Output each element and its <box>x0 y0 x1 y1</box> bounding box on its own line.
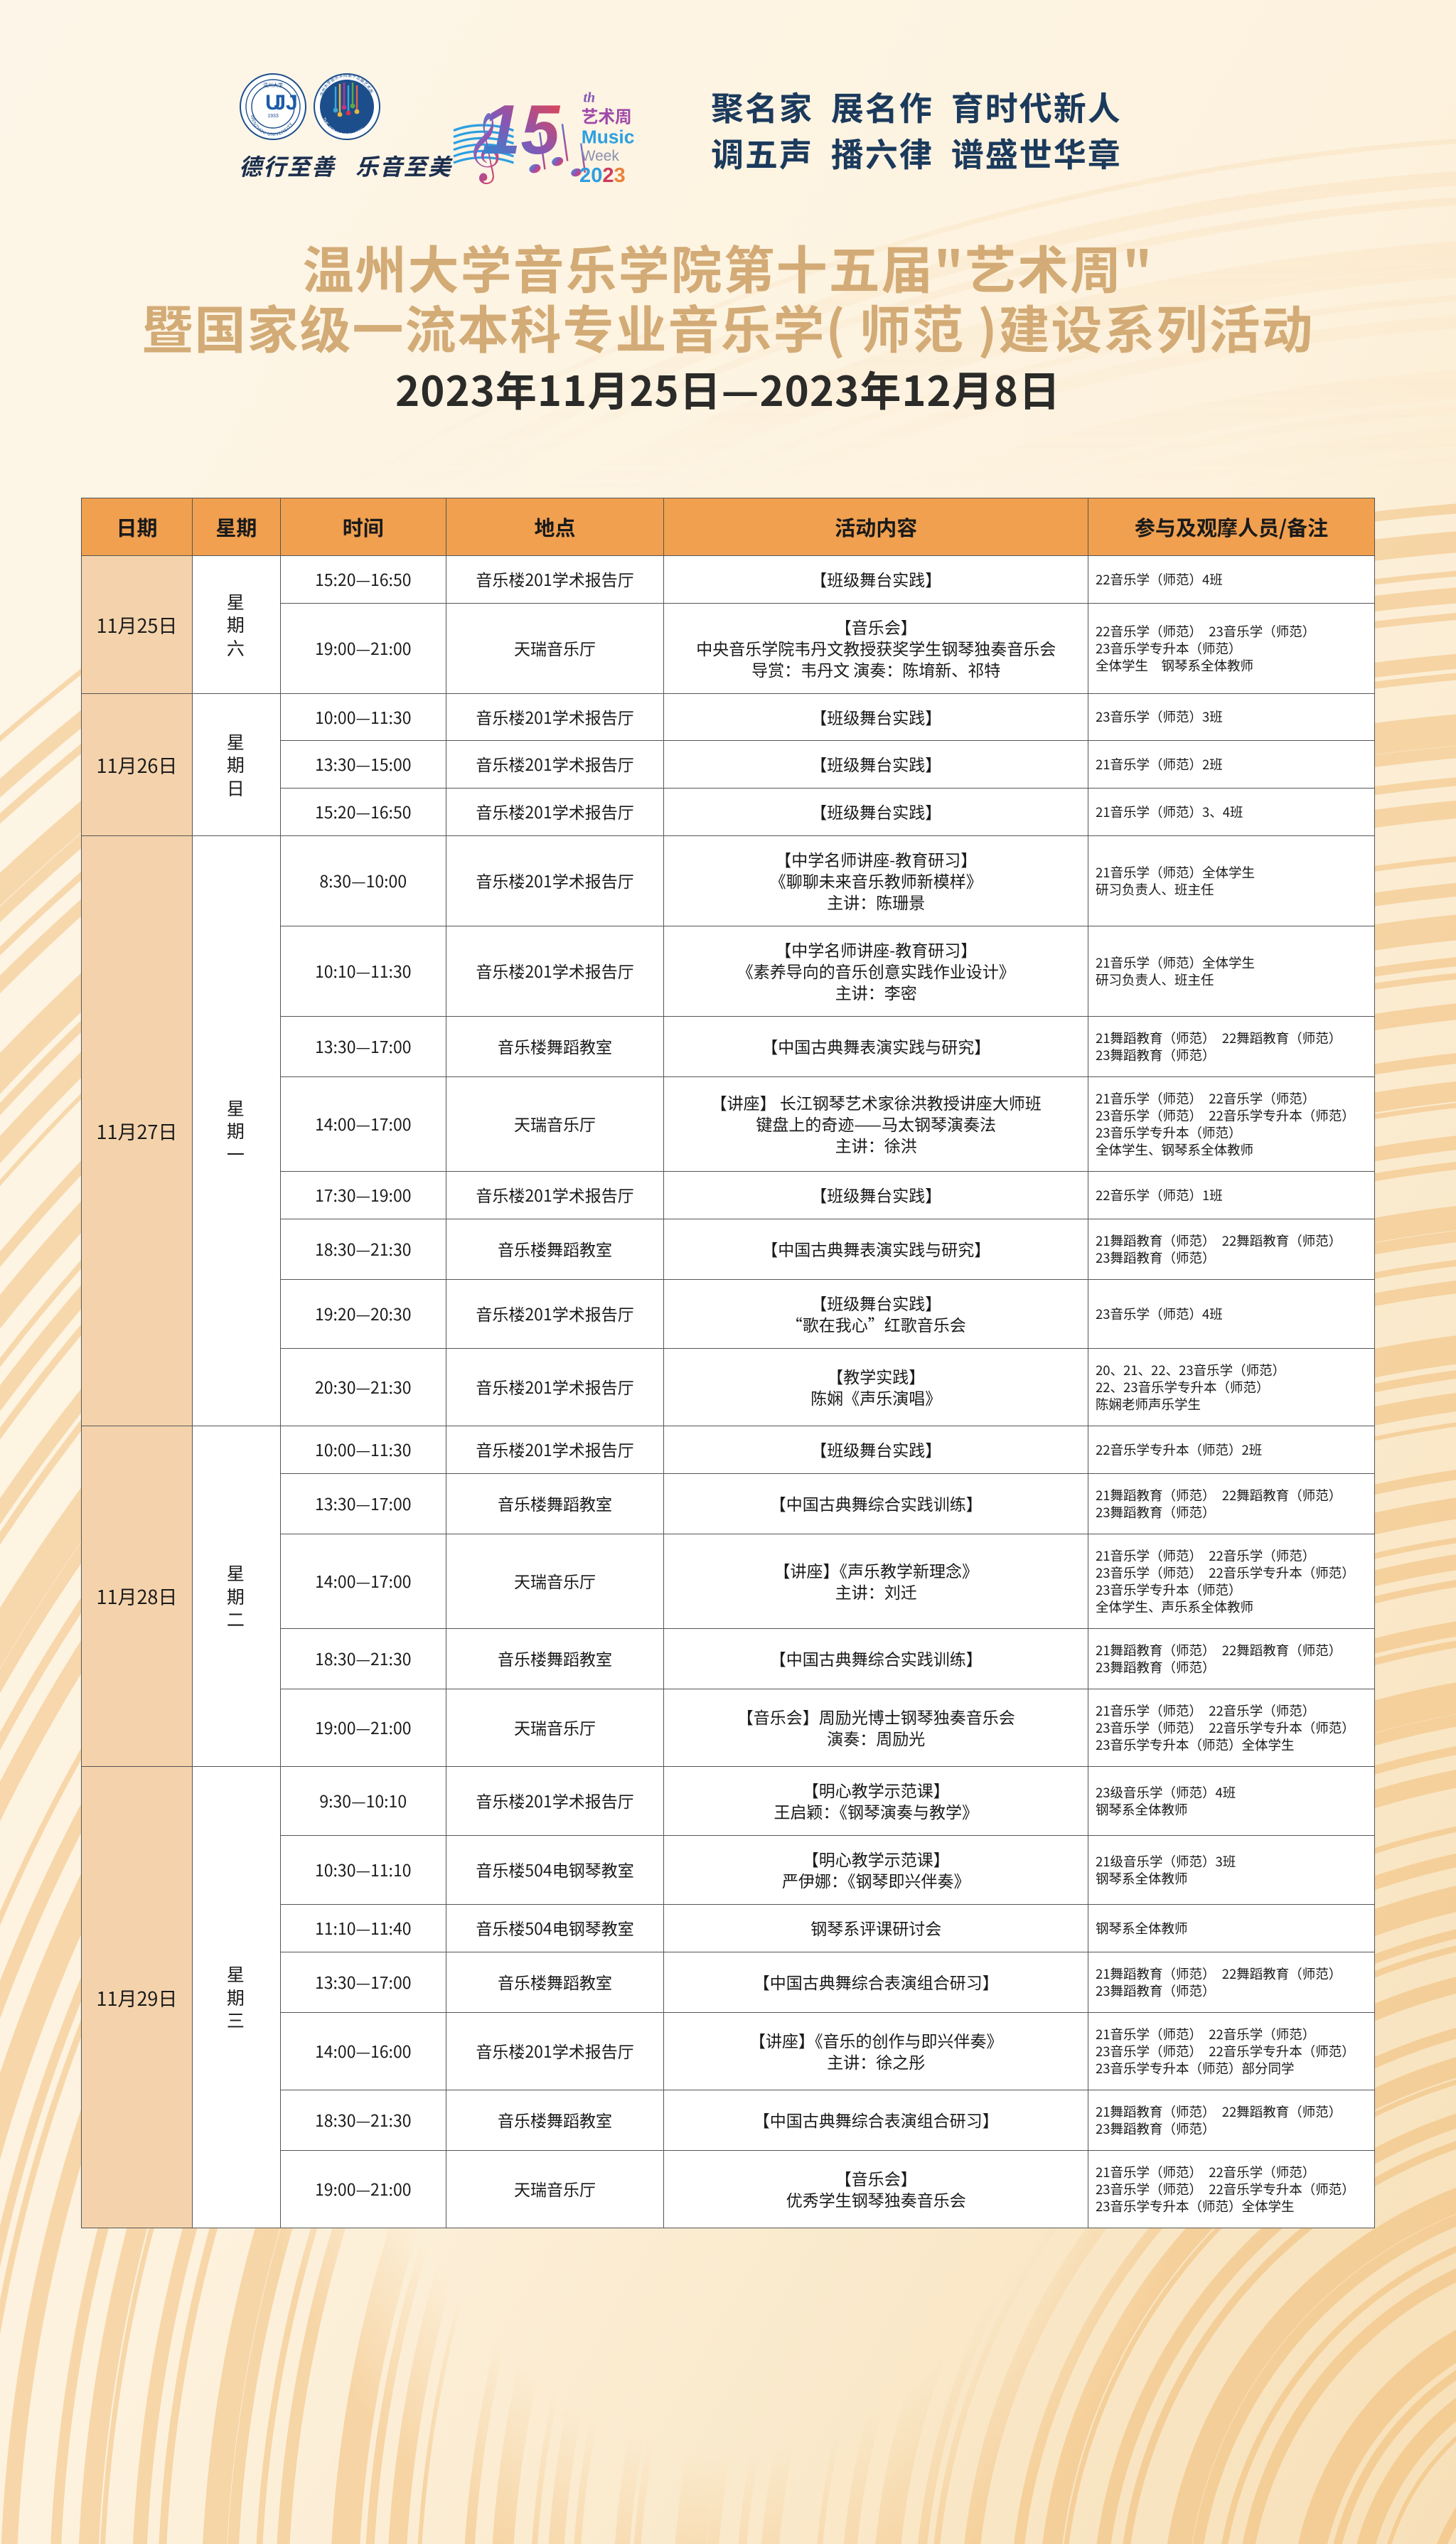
svg-text:Week: Week <box>582 148 620 164</box>
svg-text:JJ: JJ <box>274 91 297 114</box>
svg-text:艺术周: 艺术周 <box>582 104 632 128</box>
svg-text:1933: 1933 <box>267 114 279 119</box>
svg-text:2023: 2023 <box>579 164 626 187</box>
svg-text:Music: Music <box>582 127 635 148</box>
svg-text:温州大学: 温州大学 <box>263 82 283 89</box>
svg-text:15: 15 <box>482 90 561 169</box>
